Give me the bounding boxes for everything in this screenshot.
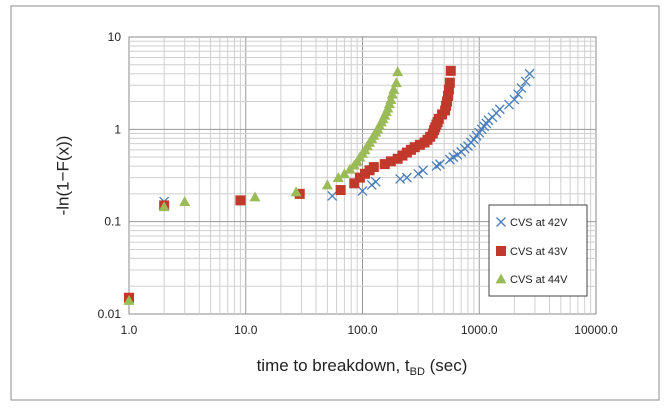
data-point: [434, 159, 445, 170]
data-point: [357, 186, 368, 196]
data-point: [335, 185, 346, 196]
data-point: [443, 90, 454, 101]
x-marker-stroke: [327, 190, 338, 201]
data-point: [524, 68, 535, 79]
data-point: [368, 162, 379, 173]
x-axis-title-main: time to breakdown, t: [257, 356, 410, 375]
data-point: [388, 84, 400, 94]
legend-symbol: [496, 246, 506, 256]
data-point: [494, 104, 505, 115]
data-point: [444, 77, 455, 88]
y-tick-label: 10: [108, 30, 122, 44]
data-point: [366, 179, 377, 190]
y-tick-label: 1: [114, 122, 121, 136]
x-marker-stroke: [524, 68, 535, 79]
x-tick-label: 10000.0: [574, 323, 618, 337]
data-point: [290, 186, 302, 197]
x-axis-title: time to breakdown, tBD (sec): [257, 356, 468, 378]
x-marker-stroke: [413, 168, 424, 179]
data-point: [370, 176, 381, 187]
data-point: [401, 172, 412, 183]
y-tick-label: 0.1: [104, 215, 121, 229]
data-point: [249, 191, 261, 202]
data-point: [321, 179, 333, 190]
legend-marker-43v: [496, 246, 506, 256]
x-axis-title-subscript: BD: [410, 366, 425, 378]
x-marker-stroke: [357, 186, 368, 196]
data-point: [390, 77, 402, 88]
y-tick-label: 0.01: [98, 307, 122, 321]
data-point: [327, 190, 338, 201]
legend: CVS at 42V CVS at 43V CVS at 44V: [488, 204, 588, 297]
x-marker-stroke: [395, 174, 406, 184]
x-tick-label: 10.0: [234, 323, 258, 337]
x-marker-stroke: [496, 217, 506, 227]
data-point: [385, 156, 396, 167]
x-marker-stroke: [401, 172, 412, 183]
data-point: [338, 168, 350, 179]
x-marker-stroke: [434, 159, 445, 170]
y-axis-title: -ln(1−F(x)): [53, 136, 72, 216]
legend-symbol: [496, 217, 506, 227]
x-marker-stroke: [366, 179, 377, 190]
x-marker-stroke: [509, 94, 520, 105]
data-series: [123, 65, 535, 305]
x-tick-label: 1000.0: [461, 323, 498, 337]
data-point: [349, 178, 360, 189]
x-marker-stroke: [370, 176, 381, 187]
legend-symbol: [495, 273, 507, 284]
x-marker-stroke: [520, 76, 531, 87]
data-point: [442, 96, 453, 107]
data-point: [418, 165, 428, 176]
legend-marker-44v: [495, 273, 507, 284]
data-point: [392, 66, 404, 77]
data-point: [483, 115, 494, 126]
data-point: [354, 172, 365, 183]
axis-tick-labels: 1.0 10.0 100.0 1000.0 10000.0 0.01 0.1 1 10: [98, 30, 618, 337]
data-point: [379, 159, 390, 170]
x-marker-stroke: [513, 89, 524, 100]
x-marker-stroke: [516, 83, 527, 94]
data-point: [158, 201, 170, 212]
x-marker-stroke: [494, 104, 505, 115]
data-point: [516, 83, 527, 94]
x-axis-title-suffix: (sec): [425, 356, 468, 375]
data-point: [443, 84, 454, 95]
x-marker-stroke: [418, 165, 428, 176]
data-point: [123, 295, 135, 305]
data-point: [413, 168, 424, 179]
data-point: [409, 142, 420, 153]
legend-label-43v: CVS at 43V: [510, 246, 568, 258]
series-44v: [123, 66, 404, 305]
x-tick-label: 100.0: [347, 323, 377, 337]
legend-label-42v: CVS at 42V: [510, 217, 568, 229]
legend-label-44v: CVS at 44V: [510, 274, 568, 286]
x-marker-stroke: [483, 115, 494, 126]
legend-marker-42v: [496, 217, 506, 227]
data-point: [235, 195, 246, 206]
data-point: [520, 76, 531, 87]
data-point: [445, 65, 456, 76]
data-point: [385, 94, 397, 104]
data-point: [332, 172, 344, 183]
data-point: [513, 89, 524, 100]
data-point: [509, 94, 520, 105]
x-tick-label: 1.0: [121, 323, 138, 337]
data-point: [179, 196, 191, 206]
